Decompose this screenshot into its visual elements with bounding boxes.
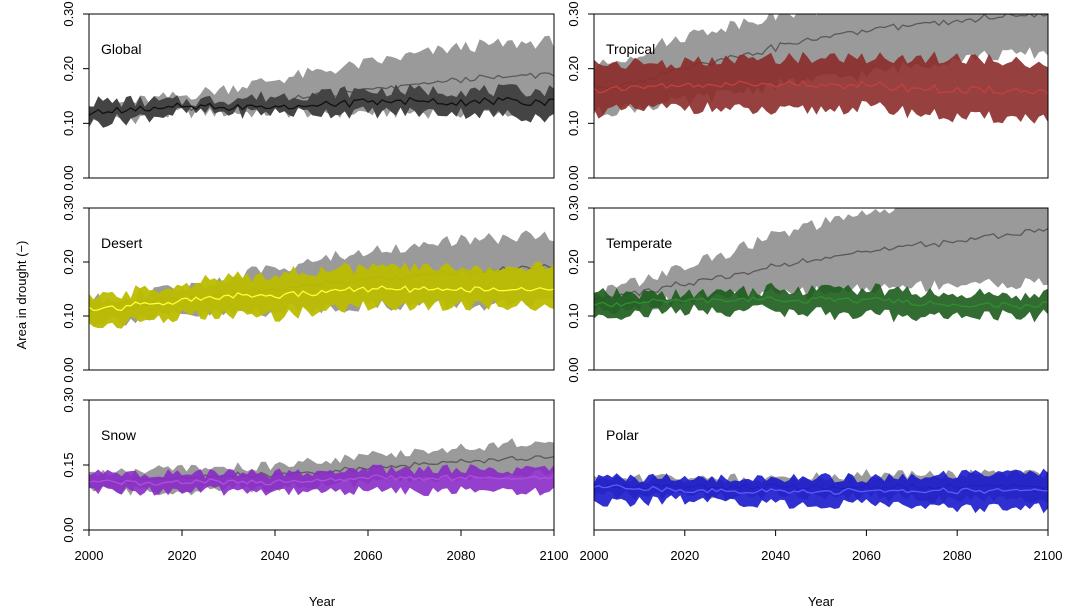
panel-global: Global 0.00 0.10 0.20 0.30 bbox=[61, 1, 555, 191]
panel-tropical: Tropical 0.00 0.10 0.20 0.30 bbox=[566, 1, 1049, 191]
y-tick-label: 0.30 bbox=[61, 1, 76, 26]
y-tick-label: 0.00 bbox=[566, 357, 581, 382]
y-tick-label: 0.20 bbox=[566, 249, 581, 274]
x-tick-label: 2040 bbox=[261, 548, 290, 563]
plot-area bbox=[594, 14, 1048, 124]
x-tick-label: 2080 bbox=[943, 548, 972, 563]
panel-desert: Desert 0.00 0.10 0.20 0.30 bbox=[61, 195, 555, 383]
panel-label: Desert bbox=[101, 235, 142, 251]
x-tick-label: 2020 bbox=[670, 548, 699, 563]
series-band-ensemble bbox=[594, 282, 1048, 323]
plot-area bbox=[594, 208, 1048, 323]
x-tick-label: 2060 bbox=[852, 548, 881, 563]
panel-label: Global bbox=[101, 41, 141, 57]
series-band-ensemble bbox=[594, 51, 1048, 124]
x-tick-label: 2080 bbox=[447, 548, 476, 563]
panel-snow: Snow 0.00 0.15 0.30 2000 2020 2040 2060 2080 2100 bbox=[61, 387, 568, 563]
y-tick-label: 0.30 bbox=[61, 195, 76, 220]
series-band-ensemble bbox=[89, 84, 554, 128]
y-axis-title: Area in drought (−) bbox=[14, 241, 29, 350]
series-line-ensemble bbox=[89, 285, 554, 312]
y-tick-label: 0.20 bbox=[61, 249, 76, 274]
x-tick-label: 2040 bbox=[761, 548, 790, 563]
panel-frame bbox=[593, 13, 1049, 179]
x-axis-title-left: Year bbox=[309, 594, 336, 609]
y-tick-label: 0.10 bbox=[566, 303, 581, 328]
y-tick-label: 0.10 bbox=[61, 303, 76, 328]
panel-frame bbox=[593, 399, 1049, 531]
y-tick-label: 0.00 bbox=[61, 517, 76, 542]
panels: Global 0.00 0.10 0.20 0.30 Tropical 0.00 0.10 0.… bbox=[61, 1, 1063, 563]
y-tick-label: 0.30 bbox=[61, 387, 76, 412]
x-tick-label: 2100 bbox=[540, 548, 569, 563]
y-tick-label: 0.30 bbox=[566, 1, 581, 26]
plot-area bbox=[594, 468, 1048, 514]
plot-area bbox=[89, 35, 554, 128]
x-tick-label: 2000 bbox=[580, 548, 609, 563]
plot-area bbox=[89, 438, 554, 496]
series-band-projection bbox=[594, 208, 1048, 315]
series-band-ensemble bbox=[89, 261, 554, 329]
y-tick-label: 0.00 bbox=[61, 357, 76, 382]
panel-polar: Polar 2000 2020 2040 2060 2080 2100 bbox=[580, 399, 1063, 563]
panel-frame bbox=[593, 207, 1049, 371]
y-tick-label: 0.10 bbox=[566, 111, 581, 136]
series-line-ensemble bbox=[89, 96, 554, 117]
series-line-ensemble bbox=[594, 484, 1048, 495]
series-line-ensemble bbox=[594, 80, 1048, 95]
panel-label: Temperate bbox=[606, 235, 672, 251]
y-tick-label: 0.20 bbox=[61, 56, 76, 81]
x-tick-label: 2000 bbox=[75, 548, 104, 563]
panel-label: Polar bbox=[606, 427, 639, 443]
panel-frame bbox=[88, 207, 555, 371]
panel-label: Tropical bbox=[606, 41, 655, 57]
x-axis-title-right: Year bbox=[808, 594, 835, 609]
y-tick-label: 0.30 bbox=[566, 195, 581, 220]
x-tick-label: 2020 bbox=[168, 548, 197, 563]
y-tick-label: 0.00 bbox=[566, 165, 581, 190]
panel-temperate: Temperate 0.00 0.10 0.20 0.30 bbox=[566, 195, 1049, 383]
y-tick-label: 0.20 bbox=[566, 56, 581, 81]
panel-label: Snow bbox=[101, 427, 137, 443]
series-line-ensemble bbox=[89, 474, 554, 487]
panel-frame bbox=[88, 13, 555, 179]
x-tick-label: 2060 bbox=[354, 548, 383, 563]
y-tick-label: 0.10 bbox=[61, 111, 76, 136]
x-tick-label: 2100 bbox=[1034, 548, 1063, 563]
series-line-projection bbox=[594, 227, 1048, 302]
y-tick-label: 0.15 bbox=[61, 452, 76, 477]
series-line-ensemble bbox=[594, 295, 1048, 310]
plot-area bbox=[89, 230, 554, 329]
y-tick-label: 0.00 bbox=[61, 165, 76, 190]
